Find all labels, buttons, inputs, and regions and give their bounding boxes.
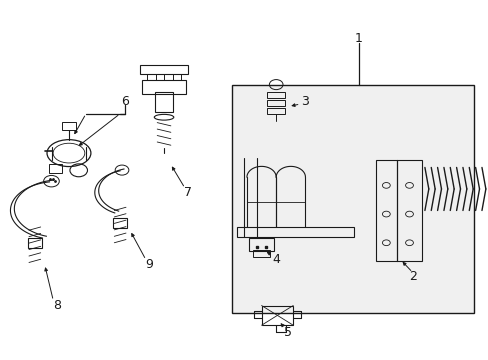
Bar bbox=[261, 306, 293, 325]
Bar bbox=[140, 65, 188, 74]
Bar bbox=[252, 250, 270, 257]
Bar bbox=[49, 164, 61, 173]
Text: 9: 9 bbox=[145, 258, 153, 271]
Text: 3: 3 bbox=[301, 95, 309, 108]
Bar bbox=[249, 238, 273, 251]
Bar bbox=[266, 100, 285, 106]
Text: 4: 4 bbox=[272, 253, 280, 266]
Bar bbox=[28, 238, 41, 248]
Bar bbox=[61, 122, 76, 130]
Text: 5: 5 bbox=[284, 326, 292, 339]
Bar bbox=[266, 93, 285, 98]
Text: 6: 6 bbox=[121, 95, 129, 108]
Bar bbox=[237, 227, 353, 237]
Text: 1: 1 bbox=[354, 32, 362, 45]
Bar bbox=[232, 85, 473, 313]
Bar bbox=[155, 92, 172, 112]
Bar bbox=[113, 219, 127, 228]
Bar bbox=[375, 160, 422, 261]
Bar bbox=[142, 80, 185, 94]
Text: 8: 8 bbox=[53, 299, 61, 312]
Bar bbox=[266, 108, 285, 114]
Text: 7: 7 bbox=[184, 186, 192, 199]
Text: 2: 2 bbox=[408, 270, 416, 283]
